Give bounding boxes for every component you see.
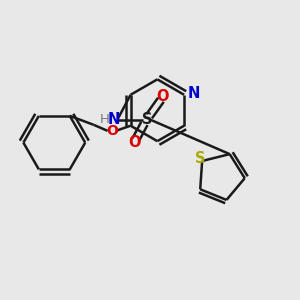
Text: S: S (195, 151, 206, 166)
Text: N: N (188, 86, 200, 101)
Text: S: S (142, 112, 152, 127)
Text: H: H (100, 113, 110, 126)
Text: O: O (128, 135, 140, 150)
Text: O: O (156, 89, 168, 104)
Text: N: N (108, 112, 120, 127)
Text: O: O (106, 124, 118, 138)
